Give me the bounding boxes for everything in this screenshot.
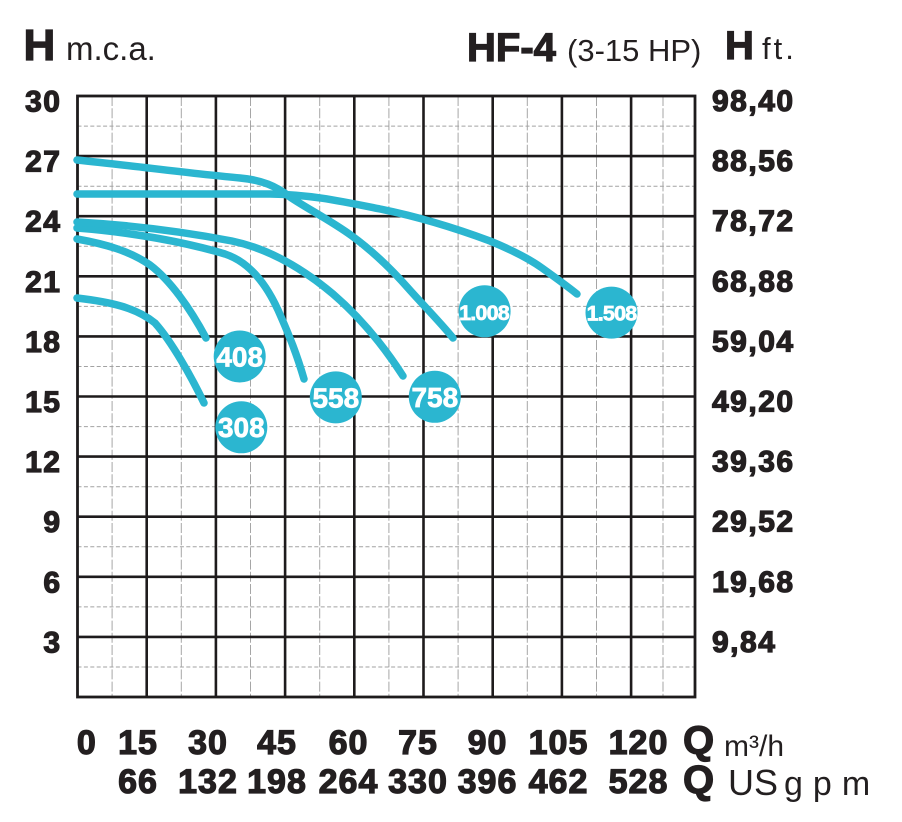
svg-text:9: 9 xyxy=(43,506,61,539)
svg-text:0: 0 xyxy=(77,724,97,762)
svg-text:6: 6 xyxy=(43,566,61,599)
svg-text:39,36: 39,36 xyxy=(712,446,795,479)
svg-text:308: 308 xyxy=(218,412,265,443)
svg-text:88,56: 88,56 xyxy=(712,145,795,178)
svg-text:558: 558 xyxy=(312,382,359,413)
svg-text:H: H xyxy=(24,21,56,70)
svg-text:ft.: ft. xyxy=(762,31,797,66)
svg-text:330: 330 xyxy=(388,763,448,801)
svg-text:408: 408 xyxy=(216,342,263,373)
svg-text:120: 120 xyxy=(609,724,669,762)
svg-text:US: US xyxy=(728,762,778,803)
svg-text:78,72: 78,72 xyxy=(712,205,795,238)
svg-text:49,20: 49,20 xyxy=(712,386,795,419)
svg-text:30: 30 xyxy=(188,724,228,762)
svg-text:45: 45 xyxy=(257,724,297,762)
svg-text:12: 12 xyxy=(25,446,61,479)
svg-text:19,68: 19,68 xyxy=(712,566,795,599)
svg-text:462: 462 xyxy=(529,763,589,801)
svg-text:90: 90 xyxy=(468,724,508,762)
svg-text:3: 3 xyxy=(43,626,61,659)
svg-text:59,04: 59,04 xyxy=(712,325,795,358)
svg-text:18: 18 xyxy=(25,326,61,359)
svg-text:HF-4: HF-4 xyxy=(467,26,557,70)
svg-text:528: 528 xyxy=(609,763,669,801)
svg-text:105: 105 xyxy=(529,724,589,762)
svg-text:9,84: 9,84 xyxy=(712,626,776,659)
svg-text:(3-15 HP): (3-15 HP) xyxy=(567,33,701,68)
svg-text:264: 264 xyxy=(319,763,379,801)
svg-text:m³/h: m³/h xyxy=(724,730,784,763)
svg-text:15: 15 xyxy=(25,386,61,419)
svg-text:198: 198 xyxy=(247,763,307,801)
svg-text:24: 24 xyxy=(25,206,61,239)
svg-text:132: 132 xyxy=(178,763,238,801)
svg-text:98,40: 98,40 xyxy=(712,85,795,118)
svg-text:758: 758 xyxy=(411,382,458,413)
svg-text:68,88: 68,88 xyxy=(712,265,795,298)
svg-text:75: 75 xyxy=(398,724,438,762)
svg-text:30: 30 xyxy=(25,86,61,119)
svg-text:Q: Q xyxy=(683,758,714,802)
svg-text:gpm: gpm xyxy=(784,765,880,803)
svg-text:29,52: 29,52 xyxy=(712,506,795,539)
svg-text:27: 27 xyxy=(25,146,61,179)
svg-text:1.008: 1.008 xyxy=(459,301,510,325)
svg-text:396: 396 xyxy=(458,763,518,801)
svg-text:Q: Q xyxy=(683,719,714,763)
svg-text:21: 21 xyxy=(25,266,61,299)
svg-text:15: 15 xyxy=(118,724,158,762)
svg-text:1.508: 1.508 xyxy=(587,301,638,325)
svg-text:66: 66 xyxy=(118,763,158,801)
svg-text:H: H xyxy=(725,24,754,68)
svg-text:m.c.a.: m.c.a. xyxy=(66,30,156,67)
svg-text:60: 60 xyxy=(329,724,369,762)
